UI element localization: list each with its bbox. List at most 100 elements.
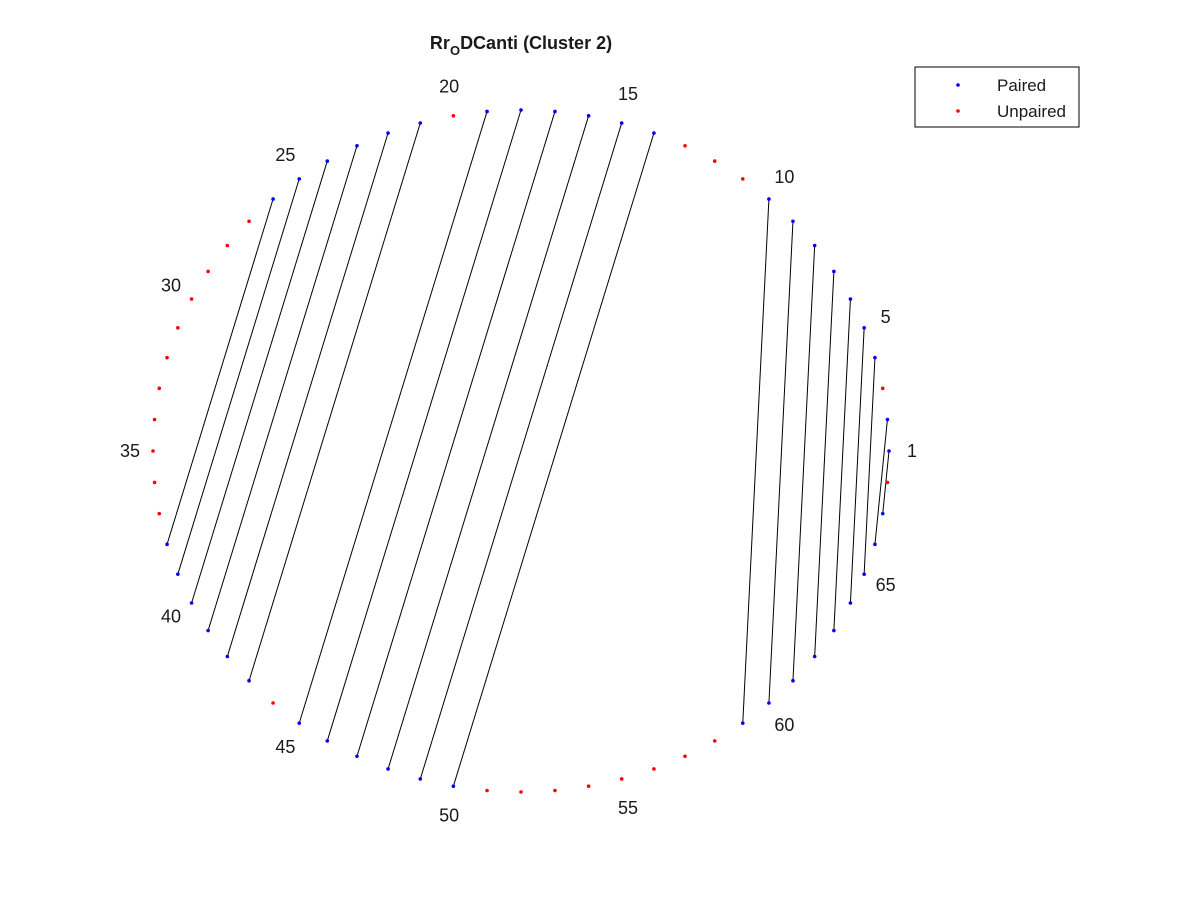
pair-line bbox=[166, 198, 274, 545]
unpaired-dot bbox=[206, 269, 210, 274]
paired-dot bbox=[386, 767, 390, 771]
unpaired-dot bbox=[712, 739, 717, 743]
unpaired-dot bbox=[885, 480, 890, 485]
title-main: Rr bbox=[430, 33, 450, 53]
pair-line bbox=[248, 122, 421, 681]
paired-dot bbox=[740, 721, 745, 725]
pair-line bbox=[874, 419, 888, 545]
unpaired-dot bbox=[157, 386, 162, 391]
unpaired-dot bbox=[157, 511, 162, 516]
unpaired-dot bbox=[225, 243, 230, 248]
paired-dot bbox=[519, 108, 523, 112]
paired-dot bbox=[325, 739, 330, 743]
paired-dot bbox=[418, 121, 423, 125]
position-label: 1 bbox=[907, 441, 917, 461]
position-label: 45 bbox=[275, 737, 295, 757]
legend-label-unpaired: Unpaired bbox=[997, 102, 1066, 121]
unpaired-dot bbox=[176, 326, 180, 330]
paired-dot bbox=[485, 109, 489, 114]
pair-line bbox=[849, 327, 865, 604]
legend: Paired Unpaired bbox=[914, 66, 1080, 128]
position-label: 50 bbox=[439, 806, 459, 826]
paired-dot bbox=[619, 121, 624, 125]
paired-dot bbox=[652, 131, 656, 135]
pair-line bbox=[298, 111, 488, 724]
paired-dot bbox=[189, 601, 194, 605]
paired-dot bbox=[355, 143, 359, 148]
position-label: 40 bbox=[161, 606, 181, 626]
position-label: 15 bbox=[618, 84, 638, 104]
position-label: 55 bbox=[618, 798, 638, 818]
paired-dot bbox=[791, 678, 795, 683]
pair-line bbox=[833, 298, 851, 631]
position-label: 5 bbox=[881, 307, 891, 327]
paired-dot bbox=[880, 511, 885, 516]
unpaired-dot bbox=[586, 784, 591, 788]
pair-line bbox=[814, 271, 835, 657]
paired-dot bbox=[848, 601, 853, 605]
position-dots bbox=[151, 108, 891, 794]
pair-line bbox=[387, 115, 590, 770]
paired-dot bbox=[873, 542, 877, 547]
unpaired-dot bbox=[451, 114, 456, 118]
paired-dot bbox=[832, 269, 836, 274]
chart-title: RrODCanti (Cluster 2) bbox=[430, 33, 612, 58]
unpaired-dot bbox=[152, 417, 157, 422]
paired-dot bbox=[451, 784, 456, 788]
pair-line bbox=[742, 198, 770, 724]
unpaired-dot bbox=[485, 788, 489, 793]
position-label: 65 bbox=[876, 575, 896, 595]
paired-dot bbox=[873, 355, 877, 360]
unpaired-dot bbox=[683, 143, 687, 148]
paired-dot bbox=[832, 628, 836, 633]
unpaired-dot bbox=[740, 177, 745, 181]
unpaired-dot bbox=[652, 767, 656, 771]
paired-dot bbox=[791, 219, 795, 224]
pair-line bbox=[191, 160, 328, 604]
pair-line bbox=[768, 221, 794, 704]
paired-dot bbox=[206, 628, 210, 633]
unpaired-dot bbox=[519, 790, 523, 794]
pair-line bbox=[226, 132, 389, 657]
paired-dot bbox=[225, 654, 230, 659]
paired-dot bbox=[553, 109, 557, 114]
pair-line bbox=[863, 357, 876, 575]
pair-line bbox=[207, 145, 358, 631]
paired-dot bbox=[176, 572, 180, 576]
paired-dot bbox=[887, 449, 891, 453]
pair-line bbox=[792, 245, 816, 681]
unpaired-dot bbox=[619, 777, 624, 781]
pair-line bbox=[452, 132, 655, 787]
paired-dot bbox=[247, 678, 251, 683]
pair-line bbox=[356, 111, 556, 757]
paired-dot bbox=[812, 243, 817, 248]
position-label: 25 bbox=[275, 145, 295, 165]
legend-label-paired: Paired bbox=[997, 76, 1046, 95]
paired-dot bbox=[325, 159, 330, 163]
title-subscript: O bbox=[450, 43, 460, 58]
paired-dot bbox=[862, 572, 866, 576]
paired-dot bbox=[297, 721, 302, 725]
paired-dot bbox=[812, 654, 817, 659]
unpaired-dot bbox=[271, 701, 275, 705]
paired-dot bbox=[586, 114, 591, 118]
unpaired-dot bbox=[247, 219, 251, 224]
paired-dot bbox=[767, 197, 771, 201]
pair-line bbox=[419, 122, 623, 780]
svg-text:RrODCanti (Cluster 2): RrODCanti (Cluster 2) bbox=[430, 33, 612, 58]
unpaired-dot bbox=[712, 159, 717, 163]
paired-dot bbox=[848, 297, 853, 301]
paired-dot bbox=[386, 131, 390, 135]
unpaired-dot bbox=[165, 355, 169, 360]
unpaired-dot bbox=[152, 480, 157, 485]
unpaired-dot bbox=[683, 754, 687, 759]
title-rest: DCanti (Cluster 2) bbox=[460, 33, 612, 53]
unpaired-dot bbox=[189, 297, 194, 301]
paired-dot bbox=[297, 177, 302, 181]
legend-box bbox=[914, 66, 1080, 128]
paired-dot bbox=[885, 417, 890, 422]
legend-marker-unpaired bbox=[956, 109, 960, 113]
paired-dot bbox=[355, 754, 359, 759]
